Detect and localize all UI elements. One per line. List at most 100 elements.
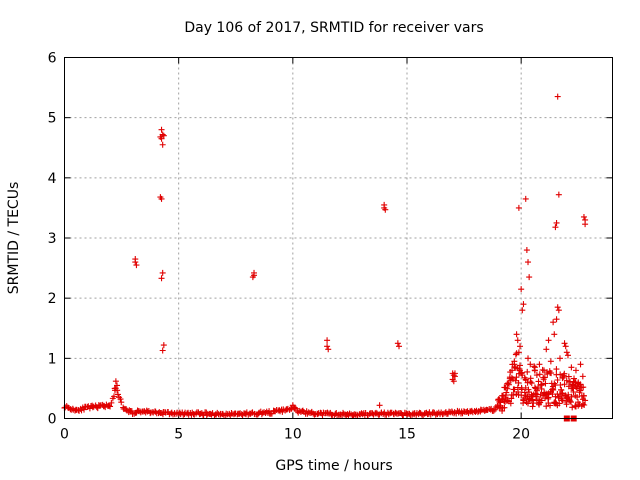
- data-point: [527, 375, 534, 382]
- data-point: [564, 352, 571, 359]
- data-point: [581, 401, 588, 408]
- data-point: [579, 401, 586, 408]
- data-point: [547, 402, 554, 409]
- data-point: [510, 392, 517, 399]
- data-point: [111, 385, 118, 392]
- data-point: [553, 316, 560, 323]
- grid-lines: [64, 57, 613, 419]
- data-point: [545, 394, 552, 401]
- data-point: [538, 381, 545, 388]
- data-point: [557, 371, 564, 378]
- data-point: [568, 364, 575, 371]
- data-point: [552, 382, 559, 389]
- data-point: [158, 135, 165, 142]
- plot-frame: [64, 57, 613, 419]
- data-point: [159, 141, 166, 148]
- data-point: [515, 349, 522, 356]
- data-point: [114, 391, 121, 398]
- data-point: [557, 382, 564, 389]
- data-point: [580, 213, 587, 220]
- data-point: [514, 337, 521, 344]
- data-point: [517, 343, 524, 350]
- data-point: [496, 398, 503, 405]
- data-point: [504, 397, 511, 404]
- data-point: [509, 367, 516, 374]
- data-point: [559, 375, 566, 382]
- y-tick-label: 2: [48, 291, 57, 307]
- data-point: [505, 381, 512, 388]
- y-tick-label: 5: [48, 111, 57, 127]
- axis-ticks: 0 5 10 15 20 0 1 2 3 4 5 6: [48, 51, 613, 443]
- data-point: [554, 376, 561, 383]
- data-point: [534, 391, 541, 398]
- data-point: [575, 379, 582, 386]
- data-point: [518, 370, 525, 377]
- data-point: [541, 367, 547, 374]
- data-point: [563, 401, 570, 408]
- data-point: [418, 411, 425, 418]
- data-point: [559, 397, 566, 404]
- data-point: [567, 397, 574, 404]
- data-point: [132, 259, 139, 266]
- data-point: [561, 370, 568, 377]
- data-point: [552, 224, 559, 231]
- data-point: [158, 195, 165, 202]
- x-tick-label: 10: [284, 427, 302, 443]
- data-point: [558, 387, 565, 394]
- data-point: [376, 402, 383, 409]
- data-point: [107, 403, 114, 410]
- data-point: [528, 380, 535, 387]
- data-point: [556, 355, 563, 362]
- data-point: [304, 410, 311, 417]
- data-point: [552, 400, 559, 407]
- data-point: [513, 374, 520, 381]
- data-point: [568, 393, 575, 400]
- data-point: [553, 366, 560, 373]
- data-point: [582, 221, 589, 228]
- data-point: [538, 397, 545, 404]
- data-point: [547, 358, 554, 365]
- data-point: [562, 343, 569, 350]
- data-point: [577, 387, 584, 394]
- data-point: [511, 361, 518, 368]
- data-point: [511, 386, 518, 393]
- data-point: [491, 406, 498, 413]
- data-point: [522, 376, 529, 383]
- data-point: [554, 304, 561, 311]
- data-point: [530, 400, 537, 407]
- data-point: [536, 371, 543, 378]
- data-point: [545, 337, 552, 344]
- data-point: [582, 397, 589, 404]
- data-point: [531, 363, 538, 370]
- data-point: [580, 392, 587, 399]
- chart-title: Day 106 of 2017, SRMTID for receiver var…: [184, 20, 483, 36]
- data-point: [555, 307, 562, 314]
- data-point: [396, 343, 403, 350]
- data-point: [550, 319, 557, 326]
- data-point: [159, 269, 166, 276]
- data-point: [160, 342, 167, 349]
- data-point: [324, 337, 331, 344]
- data-point: [490, 407, 497, 414]
- data-point: [565, 373, 572, 380]
- data-point: [516, 366, 523, 373]
- data-point: [550, 385, 557, 392]
- data-point: [527, 361, 534, 368]
- data-point: [513, 331, 520, 338]
- data-point: [529, 392, 536, 399]
- data-point: [108, 399, 115, 406]
- data-point: [524, 368, 531, 375]
- data-point: [570, 389, 577, 396]
- data-point: [504, 385, 511, 392]
- x-tick-label: 0: [60, 427, 69, 443]
- data-point: [563, 349, 570, 356]
- data-point: [580, 384, 587, 391]
- data-point: [531, 364, 538, 371]
- data-point: [535, 378, 542, 385]
- data-point: [561, 340, 568, 347]
- data-point: [548, 370, 555, 377]
- data-point: [529, 403, 536, 410]
- data-point: [577, 361, 584, 368]
- data-point: [394, 340, 401, 347]
